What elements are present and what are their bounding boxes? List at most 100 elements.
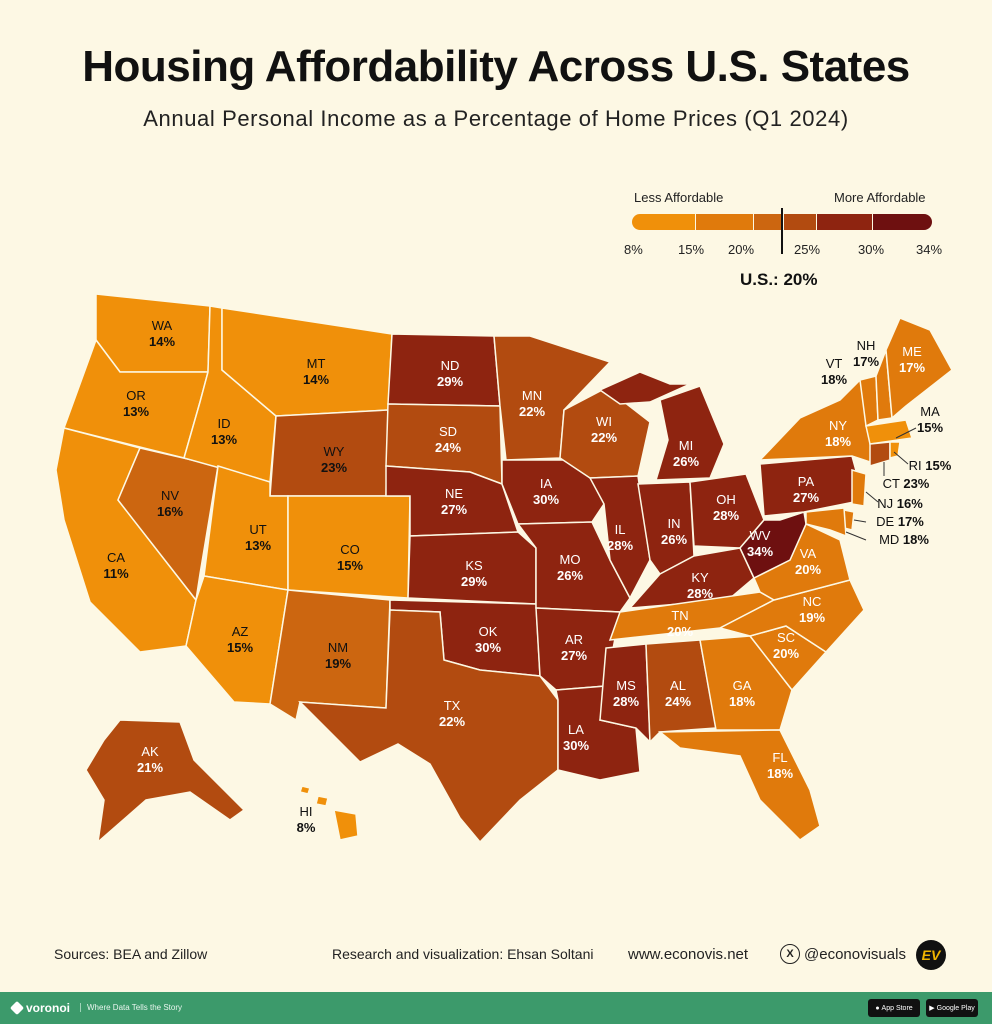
- state-abbr-MO: MO: [560, 552, 581, 567]
- legend-seg-2: [695, 214, 754, 230]
- state-abbr-MI: MI: [679, 438, 693, 453]
- state-value-TX: 22%: [439, 714, 465, 729]
- state-abbr-FL: FL: [772, 750, 787, 765]
- google-play-badge[interactable]: ▶ Google Play: [926, 999, 978, 1017]
- state-abbr-OH: OH: [716, 492, 736, 507]
- us-average-label: U.S.: 20%: [740, 270, 818, 289]
- legend: Less Affordable More Affordable 8% 15% 2…: [620, 186, 960, 296]
- state-abbr-IL: IL: [615, 522, 626, 537]
- state-value-FL: 18%: [767, 766, 793, 781]
- voronoi-brand[interactable]: voronoi: [9, 1000, 70, 1016]
- state-IL: [588, 475, 651, 600]
- state-shapes: [55, 293, 953, 844]
- bottom-bar: voronoi Where Data Tells the Story ● App…: [0, 992, 992, 1024]
- state-abbr-ND: ND: [441, 358, 460, 373]
- state-value-NE: 27%: [441, 502, 467, 517]
- state-label-DE: DE 17%: [876, 514, 924, 529]
- state-TX: [298, 609, 559, 844]
- state-abbr-IA: IA: [540, 476, 553, 491]
- state-abbr-NY: NY: [829, 418, 847, 433]
- state-value-KY: 28%: [687, 586, 713, 601]
- state-abbr-SC: SC: [777, 630, 795, 645]
- google-play-label: Google Play: [936, 1004, 975, 1012]
- state-value-PA: 27%: [793, 490, 819, 505]
- state-NJ: [851, 469, 867, 507]
- state-WV: [739, 511, 807, 580]
- state-HI-3: [315, 795, 329, 807]
- state-abbr-WV: WV: [750, 528, 771, 543]
- state-abbr-AL: AL: [670, 678, 686, 693]
- state-abbr-NV: NV: [161, 488, 179, 503]
- state-abbr-NC: NC: [803, 594, 822, 609]
- state-value-WV: 34%: [747, 544, 773, 559]
- state-value-NV: 16%: [157, 504, 183, 519]
- state-value-AR: 27%: [561, 648, 587, 663]
- state-abbr-HI: HI: [300, 804, 313, 819]
- state-abbr-WY: WY: [324, 444, 345, 459]
- state-MI: [654, 385, 725, 481]
- brand-tagline: Where Data Tells the Story: [80, 1003, 182, 1012]
- state-abbr-LA: LA: [568, 722, 584, 737]
- page-subtitle: Annual Personal Income as a Percentage o…: [143, 106, 849, 131]
- state-abbr-MT: MT: [307, 356, 326, 371]
- state-value-MO: 26%: [557, 568, 583, 583]
- state-abbr-VA: VA: [800, 546, 817, 561]
- state-value-SD: 24%: [435, 440, 461, 455]
- state-abbr-WA: WA: [152, 318, 173, 333]
- state-abbr-UT: UT: [249, 522, 266, 537]
- state-value-SC: 20%: [773, 646, 799, 661]
- legend-tick-20: 20%: [728, 242, 755, 257]
- state-abbr-AR: AR: [565, 632, 583, 647]
- state-abbr-IN: IN: [668, 516, 681, 531]
- state-value-MA: 15%: [917, 420, 943, 435]
- state-abbr-AK: AK: [141, 744, 159, 759]
- state-value-MN: 22%: [519, 404, 545, 419]
- state-value-AK: 21%: [137, 760, 163, 775]
- state-value-VT: 18%: [821, 372, 847, 387]
- state-value-WI: 22%: [591, 430, 617, 445]
- state-WA: [95, 293, 211, 373]
- state-value-VA: 20%: [795, 562, 821, 577]
- state-value-ME: 17%: [899, 360, 925, 375]
- app-store-badge[interactable]: ● App Store: [868, 999, 920, 1017]
- state-abbr-VT: VT: [826, 356, 843, 371]
- state-FL: [657, 729, 821, 841]
- state-value-LA: 30%: [563, 738, 589, 753]
- state-MS: [599, 643, 651, 744]
- state-value-GA: 18%: [729, 694, 755, 709]
- legend-tick-25: 25%: [794, 242, 821, 257]
- state-abbr-ID: ID: [218, 416, 231, 431]
- legend-color-bar: [632, 214, 932, 230]
- state-value-MT: 14%: [303, 372, 329, 387]
- footer-social[interactable]: X @econovisuals: [780, 944, 906, 964]
- apple-icon: ●: [875, 1004, 880, 1012]
- state-abbr-NH: NH: [857, 338, 876, 353]
- legend-seg-5: [816, 214, 873, 230]
- state-MI-UP: [598, 371, 691, 405]
- state-abbr-MA: MA: [920, 404, 940, 419]
- footer-research: Research and visualization: Ehsan Soltan…: [332, 946, 594, 962]
- state-value-UT: 13%: [245, 538, 271, 553]
- state-abbr-GA: GA: [733, 678, 752, 693]
- state-abbr-KY: KY: [691, 570, 709, 585]
- state-abbr-OK: OK: [479, 624, 498, 639]
- state-value-NM: 19%: [325, 656, 351, 671]
- legend-tick-30: 30%: [858, 242, 885, 257]
- state-abbr-NM: NM: [328, 640, 348, 655]
- state-abbr-CO: CO: [340, 542, 360, 557]
- state-label-RI: RI 15%: [909, 458, 952, 473]
- state-value-HI: 8%: [297, 820, 316, 835]
- state-value-CA: 11%: [103, 566, 129, 581]
- state-value-NH: 17%: [853, 354, 879, 369]
- footer-website[interactable]: www.econovis.net: [628, 946, 749, 963]
- state-label-CT: CT 23%: [883, 476, 930, 491]
- state-value-TN: 20%: [667, 624, 693, 639]
- state-value-MI: 26%: [673, 454, 699, 469]
- app-store-label: App Store: [881, 1004, 913, 1012]
- legend-seg-4: [784, 214, 817, 230]
- state-abbr-PA: PA: [798, 474, 815, 489]
- state-value-ID: 13%: [211, 432, 237, 447]
- state-abbr-KS: KS: [465, 558, 483, 573]
- state-HI-2: [299, 785, 311, 795]
